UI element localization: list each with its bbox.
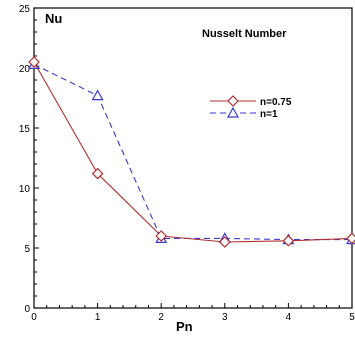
x-tick-label: 4 [286,312,292,323]
y-tick-label: 15 [19,124,31,135]
x-tick-label: 1 [95,312,101,323]
y-tick-label: 0 [24,304,30,315]
legend-label: n=0.75 [260,97,292,108]
y-tick-label: 20 [19,64,31,75]
x-tick-label: 2 [158,312,164,323]
ticks-layer: 0 1 2 3 4 5 0 5 10 15 20 25 [19,4,355,323]
series-line [33,61,353,243]
x-tick-label: 3 [222,312,228,323]
x-axis-title: Pn [176,319,193,334]
x-tick-label: 0 [31,312,37,323]
plot-frame [33,7,353,309]
legend-diamond-marker [227,95,239,107]
x-tick-label: 5 [349,312,355,323]
diamond-marker [282,234,295,247]
series-line [33,63,352,241]
diamond-marker [346,232,355,245]
diamond-marker [218,236,231,248]
triangle-marker [91,89,104,101]
diamond-marker [155,230,168,242]
diamond-marker [91,167,104,180]
diamond-marker [28,56,40,68]
legend-item: n=0.75 [210,95,292,108]
chart-title: Nusselt Number [202,28,287,40]
y-tick-label: 5 [24,244,30,255]
legend: n=0.75n=1 [210,95,292,120]
series-layer [27,56,355,248]
legend-item: n=1 [210,106,278,120]
legend-label: n=1 [260,109,278,120]
y-tick-label: 10 [19,184,31,195]
series-n=0.75 [28,56,355,248]
y-axis-title: Nu [45,11,62,26]
legend-triangle-marker [226,106,240,118]
y-tick-label: 25 [19,4,31,15]
